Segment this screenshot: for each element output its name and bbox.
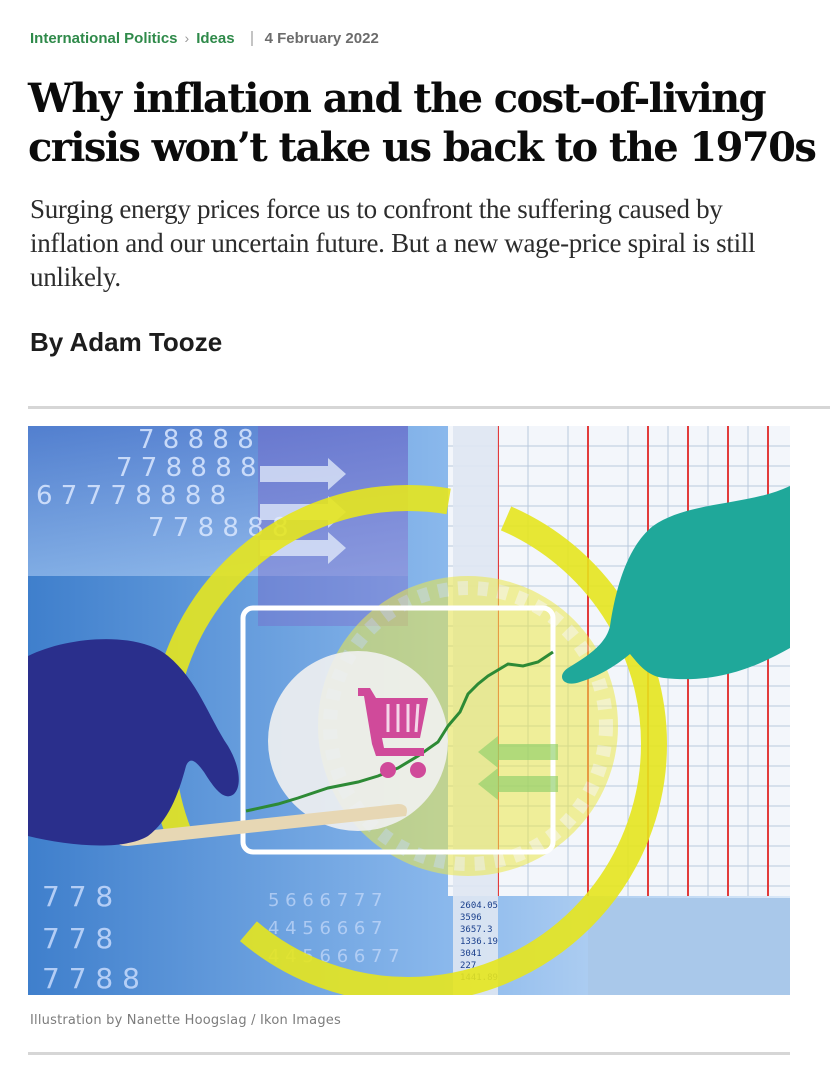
divider-bottom bbox=[28, 1052, 790, 1055]
ledger-value-5: 3041 bbox=[460, 949, 482, 959]
digits-row-2: 7 7 8 8 8 8 bbox=[116, 453, 257, 483]
breadcrumb: International Politics › Ideas 4 Februar… bbox=[30, 27, 379, 49]
ledger-value-6: 227 bbox=[460, 961, 476, 971]
digits-row-3: 6 7 7 7 8 8 8 8 bbox=[36, 481, 226, 511]
digits-bottom-1: 7 7 8 bbox=[42, 880, 113, 913]
digits-bottom-3: 7 7 8 8 bbox=[42, 962, 140, 995]
image-caption: Illustration by Nanette Hoogslag / Ikon … bbox=[30, 1013, 341, 1028]
byline-prefix: By bbox=[30, 327, 64, 357]
digits-bottom-2: 7 7 8 bbox=[42, 922, 113, 955]
svg-text:5 6 6 6 7 7 7: 5 6 6 6 7 7 7 bbox=[268, 890, 383, 911]
article-headline: Why inflation and the cost-of-living cri… bbox=[28, 75, 817, 171]
author-link[interactable]: Adam Tooze bbox=[69, 327, 223, 357]
digits-row-1: 7 8 8 8 8 bbox=[138, 426, 254, 455]
breadcrumb-link-ideas[interactable]: Ideas bbox=[196, 29, 235, 47]
article-standfirst: Surging energy prices force us to confro… bbox=[30, 194, 756, 292]
ledger-value-3: 3657.3 bbox=[460, 925, 493, 935]
ledger-value-1: 2604.05 bbox=[460, 901, 498, 911]
illustration-artwork: 7 8 8 8 8 7 7 8 8 8 8 6 7 7 7 8 8 8 8 7 … bbox=[28, 426, 790, 995]
hero-illustration: 7 8 8 8 8 7 7 8 8 8 8 6 7 7 7 8 8 8 8 7 … bbox=[28, 426, 790, 995]
breadcrumb-link-international-politics[interactable]: International Politics bbox=[30, 29, 178, 47]
ledger-value-2: 3596 bbox=[460, 913, 482, 923]
divider-top bbox=[28, 406, 830, 409]
svg-text:4 4 5 6 6 6 7: 4 4 5 6 6 6 7 bbox=[268, 918, 383, 939]
breadcrumb-divider bbox=[250, 30, 253, 46]
byline: By Adam Tooze bbox=[30, 327, 222, 358]
publish-date: 4 February 2022 bbox=[264, 29, 379, 47]
chevron-right-icon: › bbox=[184, 30, 190, 46]
ledger-value-4: 1336.19 bbox=[460, 937, 498, 947]
